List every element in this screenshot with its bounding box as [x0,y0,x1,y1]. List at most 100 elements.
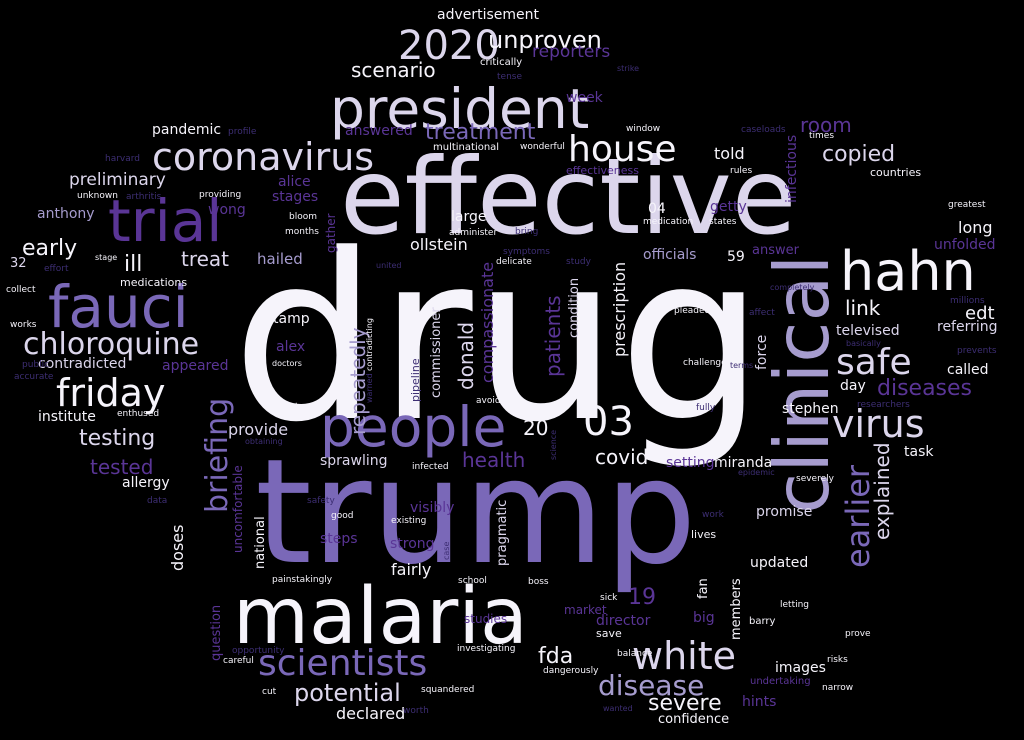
word-appeared: appeared [162,358,229,374]
word-rules: rules [730,166,753,176]
word-allergy: allergy [122,475,170,491]
word-images: images [775,660,826,676]
word-potential: potential [294,679,401,707]
word-answer: answer [752,243,799,258]
word-doctors: doctors [272,359,302,368]
word-administer: administer [449,228,498,238]
word-epidemic: epidemic [738,468,775,477]
word-school: school [458,576,487,586]
word-delicate: delicate [496,257,532,267]
word-times: times [809,131,835,141]
word-hahn: hahn [840,240,976,303]
word-doses: doses [168,524,187,571]
word-bring: bring [515,227,539,237]
word-scenario: scenario [351,58,436,82]
word-ill: ill [124,252,143,277]
word-commissioner: commissioner [429,307,444,398]
word-referring: referring [937,319,998,335]
word-friday: friday [56,371,166,415]
word-steps: steps [320,531,358,547]
word-confidence: confidence [658,712,730,727]
word-severe: severe [648,691,722,716]
word-updated: updated [750,555,809,571]
word-prescription: prescription [610,261,629,357]
word-alice: alice [278,174,311,190]
word-fan: fan [696,578,711,599]
word-balance: balance [617,649,653,659]
word-harvard: harvard [105,154,141,164]
word-caseloads: caseloads [741,125,786,135]
word-answered: answered [345,123,413,139]
word-multinational: multinational [433,142,500,153]
word-testing: testing [79,426,156,451]
word-fda: fda [538,644,574,669]
word-prove: prove [845,629,871,639]
word-members: members [729,578,744,640]
word-market: market [564,603,607,617]
word-04: 04 [648,201,666,217]
word-scientists: scientists [258,643,428,684]
word-preliminary: preliminary [69,170,166,190]
word-contradicting: contradicting [365,318,374,371]
word-task: task [904,444,934,460]
word-treat: treat [181,247,230,271]
word-basically: basically [846,339,881,348]
word-briefing: briefing [200,397,235,513]
word-long: long [958,218,993,237]
word-virus: virus [832,402,925,446]
word-national: national [253,516,268,569]
word-malaria: malaria [233,572,528,662]
word-collect: collect [6,285,36,295]
word-safety: safety [307,496,335,506]
word-researchers: researchers [857,400,910,410]
word-pragmatic: pragmatic [495,499,510,566]
word-called: called [947,362,989,378]
word-symptoms: symptoms [503,247,550,257]
word-case: case [442,541,451,560]
word-stages: stages [272,189,319,205]
word-edt: edt [965,303,995,324]
word-03: 03 [583,399,634,445]
word-televised: televised [836,323,900,339]
word-works: works [10,320,37,330]
word-condition: condition [567,277,582,338]
word-strong: strong [390,536,435,552]
word-setting: setting [666,455,715,471]
word-pandemic: pandemic [152,122,222,138]
word-effectiveness: effectiveness [566,164,640,177]
word-barry: barry [749,616,776,627]
word-strike: strike [617,64,640,73]
word-force: force [754,334,770,370]
word-big: big [693,610,715,626]
word-challenge: challenge [683,358,727,368]
word-fairly: fairly [391,560,432,579]
word-effort: effort [44,264,69,274]
word-large: large [451,209,487,225]
word-medications: medications [120,276,188,289]
word-fauci: fauci [48,273,189,341]
word-wonderful: wonderful [520,142,565,152]
word-early: early [22,236,78,261]
word-prevents: prevents [957,346,997,356]
word-window: window [626,124,661,134]
word-avoiding: avoiding [476,396,515,406]
word-institute: institute [38,409,96,425]
word-compassionate: compassionate [478,261,497,383]
word-wong: wong [208,202,246,218]
word-treatment: treatment [425,120,536,145]
word-accurate: accurate [14,372,54,382]
word-severely: severely [796,474,834,484]
word-pipeline: pipeline [409,358,422,402]
word-chloroquine: chloroquine [23,327,200,362]
word-promise: promise [756,504,813,520]
word-risks: risks [827,655,848,665]
word-boss: boss [528,577,549,587]
word-told: told [714,144,745,163]
word-enthused: enthused [117,409,160,419]
word-existing: existing [391,516,427,526]
word-narrow: narrow [822,683,854,693]
word-completely: completely [770,283,815,292]
word-ollstein: ollstein [410,235,468,254]
word-health: health [462,448,526,472]
